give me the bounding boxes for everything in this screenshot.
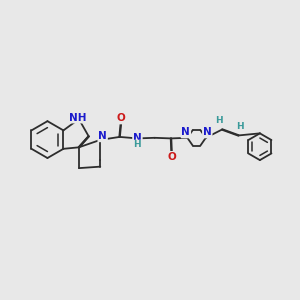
Text: N: N (182, 128, 190, 137)
Text: N: N (203, 128, 212, 137)
Text: NH: NH (69, 112, 86, 123)
Text: H: H (215, 116, 223, 125)
Text: N: N (98, 131, 107, 141)
Text: N: N (133, 134, 142, 143)
Text: H: H (134, 140, 141, 149)
Text: H: H (236, 122, 244, 131)
Text: O: O (167, 152, 176, 162)
Text: O: O (117, 113, 125, 124)
